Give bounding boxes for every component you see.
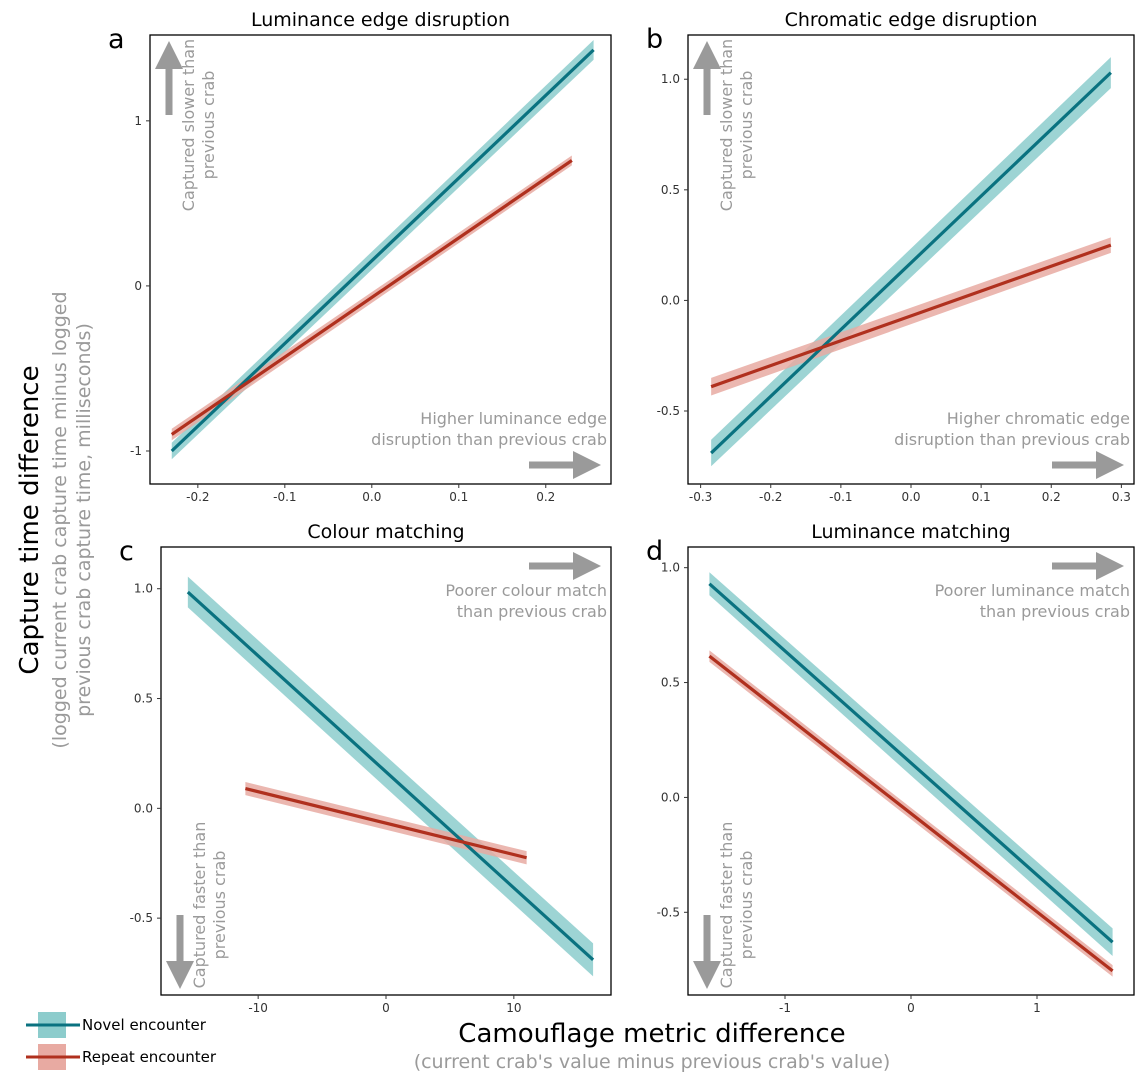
panel-c: c Colour matching -10 0 10 -0.5 0.0 0.5 1.0 Poore…	[119, 521, 612, 1015]
panel-c-line-repeat	[244, 787, 528, 860]
panel-group: a Luminance edge disruption -0.2 -0.1 0.0 0.1…	[108, 9, 1135, 1015]
panel-c-letter: c	[119, 536, 134, 567]
panel-c-annotation-line: than previous crab	[457, 602, 607, 621]
panel-a-annotation-line: disruption than previous crab	[371, 430, 607, 449]
panel-c-y-tick-label: 1.0	[134, 582, 153, 596]
y-axis-title-group: Capture time difference (logged current …	[15, 291, 95, 748]
panel-b-y-tick-label: 1.0	[661, 72, 680, 86]
panel-c-y-tick-label: -0.5	[130, 911, 153, 925]
panel-d-x-tick-label: 0	[907, 1001, 915, 1015]
panel-b-annotation-line: Captured slower than	[717, 39, 736, 211]
panel-b-x-tick-label: -0.1	[829, 490, 852, 504]
panel-a-line-novel	[170, 48, 595, 453]
panel-b-x-tick-label: -0.3	[689, 490, 712, 504]
panel-b-annotation-right: Higher chromatic edge disruption than pre…	[894, 409, 1130, 479]
panel-b: b Chromatic edge disruption -0.3 -0.2 -0.1 0.…	[646, 9, 1135, 504]
panel-d-y-tick-label: 0.5	[661, 676, 680, 690]
panel-c-x-tick-label: 0	[382, 1001, 390, 1015]
panel-a-title: Luminance edge disruption	[251, 9, 510, 31]
panel-d-annotation-right: Poorer luminance match than previous crab	[935, 552, 1130, 621]
panel-d-annotation-line: Captured faster than	[717, 822, 736, 989]
panel-b-x-tick-label: 0.2	[1042, 490, 1061, 504]
panel-b-x-tick-label: 0.0	[901, 490, 920, 504]
legend: Novel encounter Repeat encounter	[26, 1012, 217, 1070]
panel-c-annotation-right: Poorer colour match than previous crab	[445, 552, 607, 621]
panel-d-annotation-text: Captured faster than previous crab	[717, 822, 756, 989]
panel-d-x-tick-label: -1	[779, 1001, 791, 1015]
panel-b-annotation-text: Captured slower than previous crab	[717, 39, 756, 211]
x-axis-title: Camouflage metric difference	[458, 1019, 845, 1049]
panel-d-title: Luminance matching	[811, 521, 1010, 543]
panel-a-y-tick-label: 1	[134, 114, 142, 128]
panel-c-annotation-line: Poorer colour match	[445, 581, 607, 600]
legend-novel-label: Novel encounter	[82, 1016, 207, 1034]
legend-repeat-label: Repeat encounter	[82, 1048, 217, 1066]
panel-b-annotation-up: Captured slower than previous crab	[693, 39, 756, 211]
y-axis-subtitle-line-2: previous crab capture time, milliseconds…	[73, 323, 95, 717]
panel-b-x-tick-label: 0.1	[972, 490, 991, 504]
panel-a-x-tick-label: -0.2	[186, 490, 209, 504]
panel-a-x-tick-label: 0.1	[449, 490, 468, 504]
panel-b-annotation-line: previous crab	[737, 71, 756, 180]
panel-b-line-novel	[710, 71, 1112, 455]
panel-c-annotation-down: Captured faster than previous crab	[166, 822, 229, 989]
panel-b-x-tick-label: 0.3	[1112, 490, 1131, 504]
panel-d-annotation-line: Poorer luminance match	[935, 581, 1130, 600]
panel-b-letter: b	[646, 24, 663, 55]
panel-a-annotation-up: Captured slower than previous crab	[155, 39, 218, 211]
panel-a-annotation-text: Captured slower than previous crab	[179, 39, 218, 211]
panel-a-annotation-line: Higher luminance edge	[420, 409, 607, 428]
panel-c-annotation-line: previous crab	[210, 851, 229, 960]
panel-a-annotation-line: Captured slower than	[179, 39, 198, 211]
panel-b-line-repeat	[710, 243, 1112, 389]
panel-c-line-novel	[186, 590, 595, 962]
panel-d-annotation-down: Captured faster than previous crab	[693, 822, 756, 989]
panel-a-x-tick-label: -0.1	[273, 490, 296, 504]
panel-c-annotation-line: Captured faster than	[190, 822, 209, 989]
panel-c-title: Colour matching	[307, 521, 464, 543]
x-axis-subtitle: (current crab's value minus previous cra…	[414, 1051, 891, 1073]
panel-a-frame	[149, 34, 612, 485]
panel-a-x-tick-label: 0.0	[362, 490, 381, 504]
panel-d-annotation-line: previous crab	[737, 851, 756, 960]
panel-d-line-repeat	[708, 654, 1114, 973]
panel-d: d Luminance matching -1 0 1 -0.5 0.0 0.5 1.0 Poor…	[646, 521, 1135, 1015]
panel-c-x-tick-label: -10	[248, 1001, 268, 1015]
panel-b-x-tick-label: -0.2	[759, 490, 782, 504]
panel-b-annotation-line: Higher chromatic edge	[947, 409, 1130, 428]
panel-b-title: Chromatic edge disruption	[785, 9, 1038, 31]
panel-d-x-tick-label: 1	[1033, 1001, 1041, 1015]
panel-a: a Luminance edge disruption -0.2 -0.1 0.0 0.1…	[108, 9, 612, 504]
y-axis-title: Capture time difference	[15, 365, 45, 674]
panel-b-y-tick-label: 0.5	[661, 183, 680, 197]
panel-d-letter: d	[646, 536, 663, 567]
panel-d-annotation-line: than previous crab	[980, 602, 1130, 621]
panel-a-annotation-line: previous crab	[199, 71, 218, 180]
panel-a-annotation-right: Higher luminance edge disruption than pre…	[371, 409, 607, 479]
panel-b-y-tick-label: -0.5	[657, 404, 680, 418]
panel-a-x-tick-label: 0.2	[536, 490, 555, 504]
panel-b-annotation-line: disruption than previous crab	[894, 430, 1130, 449]
panel-a-y-tick-label: 0	[134, 279, 142, 293]
panel-d-y-tick-label: 0.0	[661, 790, 680, 804]
y-axis-subtitle-line-1: (logged current crab capture time minus …	[49, 291, 71, 748]
panel-a-line-repeat	[170, 159, 573, 436]
panel-a-y-tick-label: -1	[130, 444, 142, 458]
panel-c-y-tick-label: 0.5	[134, 692, 153, 706]
panel-d-line-novel	[708, 582, 1114, 944]
panel-c-y-tick-label: 0.0	[134, 801, 153, 815]
panel-c-x-tick-label: 10	[506, 1001, 521, 1015]
panel-c-annotation-text: Captured faster than previous crab	[190, 822, 229, 989]
panel-b-y-tick-label: 0.0	[661, 293, 680, 307]
panel-d-y-tick-label: 1.0	[661, 561, 680, 575]
panel-a-letter: a	[108, 24, 125, 55]
panel-d-y-tick-label: -0.5	[657, 905, 680, 919]
